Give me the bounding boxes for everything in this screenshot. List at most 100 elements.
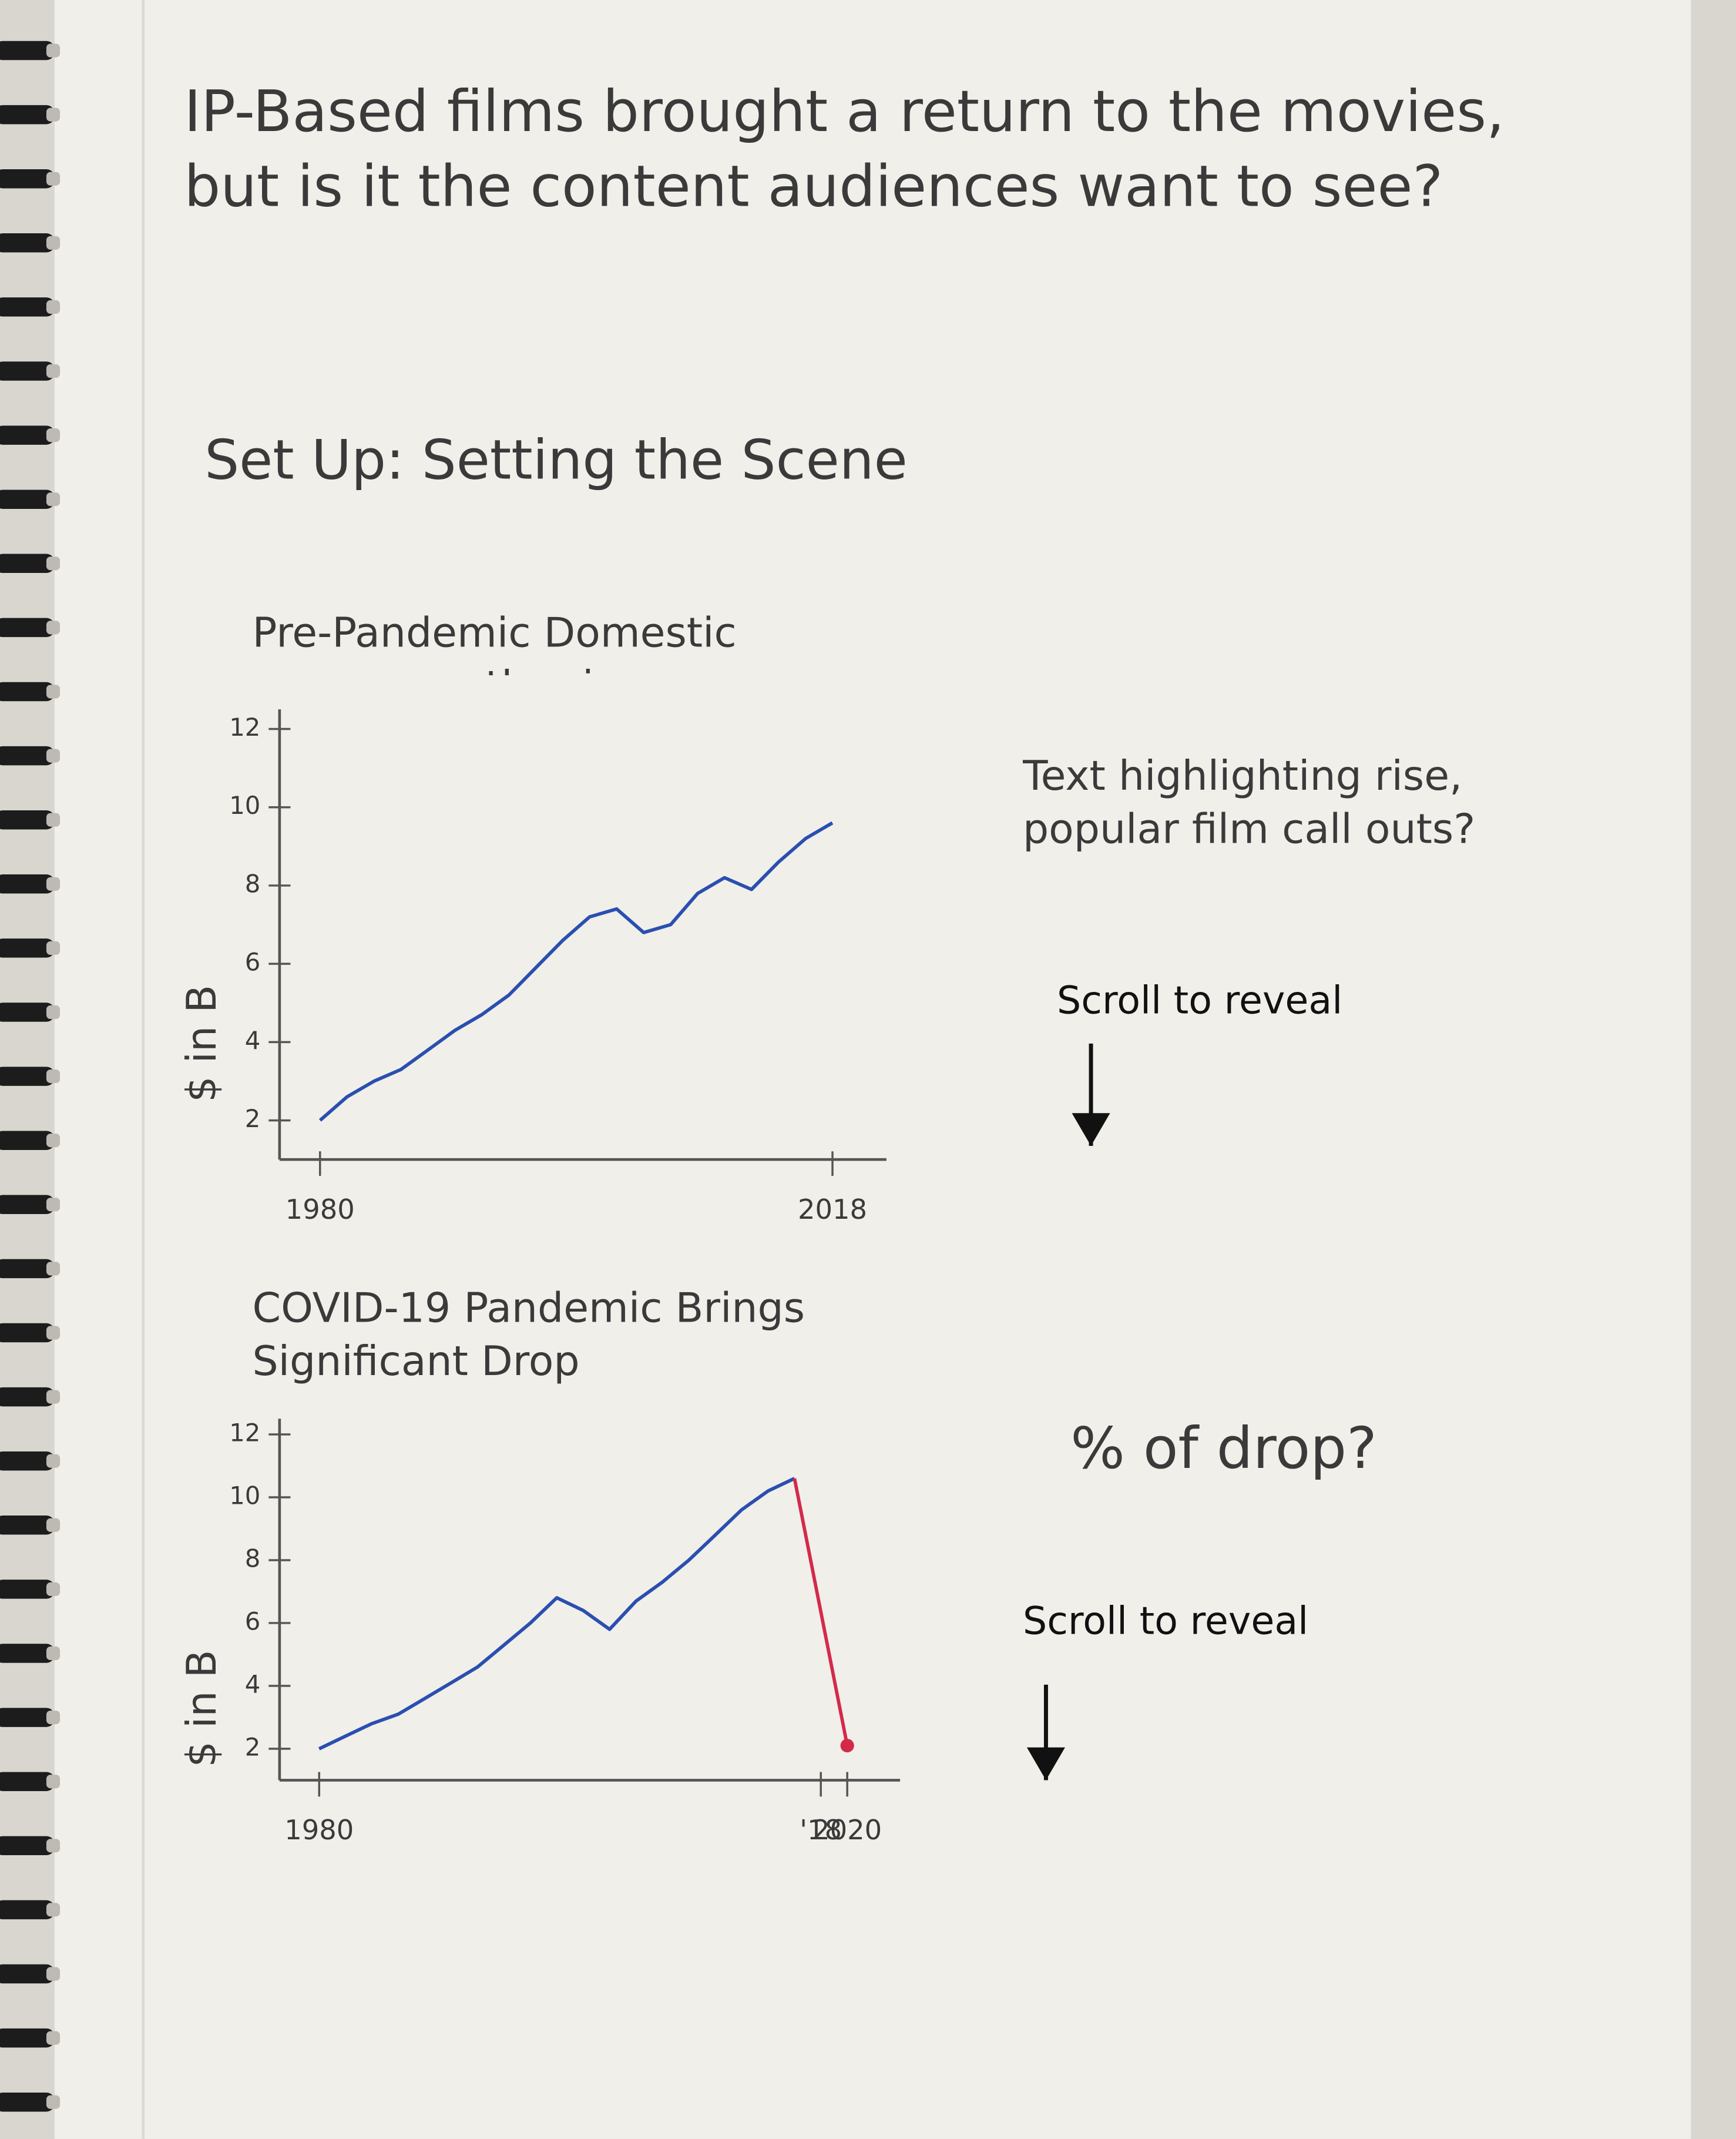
annotation-box: % of drop? [1070, 1414, 1377, 1481]
spiral-ring [0, 1836, 55, 1856]
x-tick-label: 2020 [812, 1814, 882, 1846]
spiral-ring [0, 1708, 55, 1727]
spiral-hole [46, 43, 61, 58]
y-tick-label: 6 [245, 948, 261, 977]
chart-title: Pre-Pandemic Domestic grosses on the ris… [252, 609, 737, 675]
spiral-ring [0, 618, 55, 638]
section-title: Set Up: Setting the Scene [204, 428, 908, 492]
spiral-hole [46, 1775, 61, 1789]
spiral-hole [46, 621, 61, 635]
y-axis-label: $ in B [178, 985, 226, 1102]
scroll-hint: Scroll to reveal [1057, 978, 1342, 1022]
spiral-ring [0, 810, 55, 830]
spiral-ring [0, 1644, 55, 1663]
annotation-box: Text highlighting rise, popular film cal… [1022, 753, 1476, 854]
spiral-hole [46, 1390, 61, 1404]
chart-title-box: Pre-Pandemic Domestic grosses on the ris… [252, 609, 737, 675]
spiral-ring [0, 1259, 55, 1279]
spiral-ring [0, 425, 55, 445]
spiral-hole [46, 108, 61, 122]
spiral-binding [0, 41, 61, 2112]
data-line [318, 821, 834, 1122]
spiral-ring [0, 1964, 55, 1984]
spiral-ring [0, 233, 55, 253]
end-point [840, 1738, 854, 1753]
y-tick-label: 10 [229, 791, 260, 820]
spiral-hole [46, 1262, 61, 1276]
spiral-hole [46, 1198, 61, 1212]
spiral-hole [46, 364, 61, 378]
data-line [793, 1478, 849, 1746]
spiral-ring [0, 874, 55, 894]
spiral-ring [0, 1900, 55, 1920]
spiral-ring [0, 1067, 55, 1086]
spiral-hole [46, 1903, 61, 1917]
y-tick-label: 2 [245, 1732, 261, 1761]
spiral-hole [46, 300, 61, 314]
spiral-ring [0, 1323, 55, 1343]
spiral-hole [46, 2095, 61, 2109]
spiral-ring [0, 1772, 55, 1791]
y-tick-label: 8 [245, 1544, 261, 1573]
annotation: Text highlighting rise, popular film cal… [1022, 753, 1476, 854]
spiral-ring [0, 938, 55, 958]
spiral-hole [46, 556, 61, 571]
spiral-hole [46, 685, 61, 699]
spiral-hole [46, 236, 61, 250]
spiral-ring [0, 41, 55, 61]
chart-title: COVID-19 Pandemic Brings Significant Dro… [252, 1285, 805, 1386]
spiral-hole [46, 1582, 61, 1597]
spiral-hole [46, 1005, 61, 1020]
y-tick-label: 8 [245, 869, 261, 898]
heading: IP-Based films brought a return to the m… [184, 78, 1505, 219]
spiral-ring [0, 746, 55, 766]
spiral-ring [0, 1387, 55, 1407]
spiral-hole [46, 877, 61, 891]
spiral-hole [46, 1967, 61, 1981]
y-tick-label: 6 [245, 1607, 261, 1635]
spiral-ring [0, 105, 55, 125]
spiral-ring [0, 1195, 55, 1215]
spiral-hole [46, 941, 61, 955]
spiral-ring [0, 1516, 55, 1535]
x-tick-label: 1980 [284, 1814, 354, 1846]
spiral-ring [0, 1003, 55, 1022]
spiral-hole [46, 1134, 61, 1148]
spiral-ring [0, 1451, 55, 1471]
y-tick-label: 4 [245, 1669, 261, 1698]
spiral-ring [0, 169, 55, 189]
data-line [318, 1477, 795, 1751]
spiral-hole [46, 1454, 61, 1468]
spiral-ring [0, 361, 55, 381]
spiral-ring [0, 1580, 55, 1599]
spiral-ring [0, 2028, 55, 2048]
spiral-hole [46, 1646, 61, 1661]
spiral-hole [46, 492, 61, 507]
y-tick-label: 12 [229, 713, 260, 742]
y-axis-label: $ in B [178, 1650, 226, 1768]
spiral-hole [46, 1326, 61, 1340]
arrow-head [1026, 1747, 1065, 1781]
x-tick-label: '18 [800, 1814, 842, 1846]
scroll-hint: Scroll to reveal [1023, 1600, 1308, 1644]
spiral-ring [0, 1131, 55, 1150]
paper [54, 0, 1691, 2139]
spiral-hole [46, 1518, 61, 1532]
spiral-hole [46, 749, 61, 763]
spiral-hole [46, 1711, 61, 1725]
spiral-hole [46, 2031, 61, 2045]
spiral-ring [0, 2092, 55, 2112]
spiral-ring [0, 297, 55, 317]
spiral-hole [46, 1070, 61, 1084]
heading-box: IP-Based films brought a return to the m… [184, 78, 1505, 219]
spiral-hole [46, 813, 61, 827]
y-tick-label: 4 [245, 1026, 261, 1055]
y-tick-label: 2 [245, 1104, 261, 1133]
spiral-ring [0, 490, 55, 509]
x-tick-label: 2018 [798, 1193, 867, 1225]
spiral-ring [0, 682, 55, 702]
y-tick-label: 10 [229, 1481, 260, 1510]
spiral-hole [46, 428, 61, 442]
spiral-hole [46, 1839, 61, 1853]
